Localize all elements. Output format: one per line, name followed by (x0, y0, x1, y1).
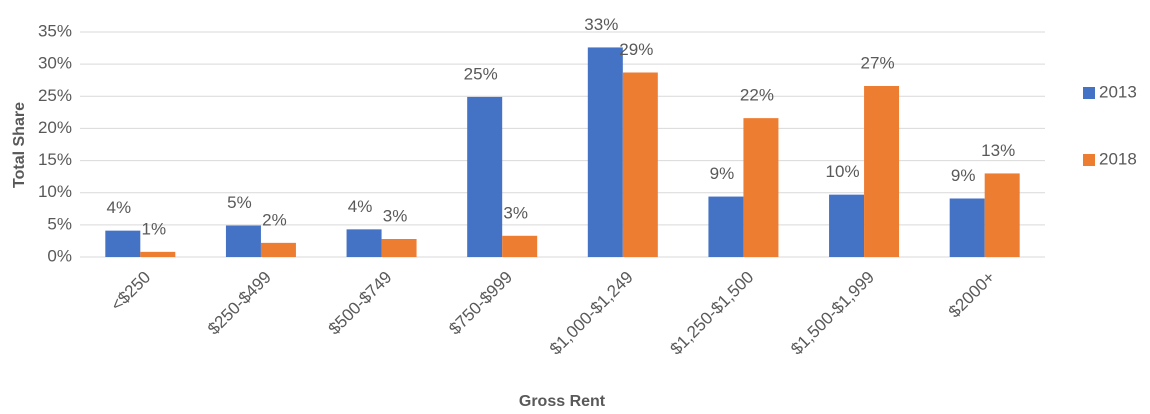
x-tick-label: $1,250-$1,500 (666, 268, 757, 359)
bar (381, 239, 417, 257)
bar (346, 229, 382, 257)
legend-swatch (1083, 154, 1095, 166)
data-label: 9% (951, 166, 976, 185)
data-label: 3% (383, 206, 408, 225)
bar (467, 96, 503, 257)
data-label: 2% (262, 210, 287, 229)
y-tick-label: 15% (38, 150, 72, 169)
x-axis-title: Gross Rent (519, 393, 606, 410)
y-tick-label: 30% (38, 54, 72, 73)
legend-swatch (1083, 87, 1095, 99)
legend-label: 2013 (1099, 82, 1137, 101)
bar (622, 72, 658, 257)
data-label: 27% (861, 53, 895, 72)
bar (949, 198, 985, 257)
x-tick-label: $1,000-$1,249 (546, 268, 637, 359)
bar (829, 194, 865, 257)
x-tick-label: $750-$999 (445, 268, 516, 339)
data-label: 10% (826, 162, 860, 181)
data-label: 22% (740, 86, 774, 105)
data-label: 13% (981, 141, 1015, 160)
y-tick-label: 5% (47, 214, 72, 233)
data-label: 3% (503, 203, 528, 222)
x-tick-label: <$250 (107, 268, 154, 315)
bar (864, 86, 900, 257)
data-label: 25% (464, 64, 498, 83)
bar (984, 173, 1020, 257)
bar (260, 242, 296, 257)
bar (708, 196, 744, 257)
bar (140, 251, 176, 257)
x-tick-label: $1,500-$1,999 (787, 268, 878, 359)
data-label: 5% (227, 193, 252, 212)
y-tick-label: 35% (38, 21, 72, 40)
y-axis-title: Total Share (11, 102, 28, 188)
bar (587, 47, 623, 257)
x-tick-label: $500-$749 (325, 268, 396, 339)
x-tick-label: $250-$499 (204, 268, 275, 339)
bar (225, 225, 261, 257)
y-tick-label: 0% (47, 246, 72, 265)
legend-label: 2018 (1099, 149, 1137, 168)
data-label: 29% (619, 40, 653, 59)
y-tick-label: 20% (38, 118, 72, 137)
x-tick-label: $2000+ (945, 268, 999, 322)
y-tick-label: 25% (38, 86, 72, 105)
bar (743, 118, 779, 258)
data-label: 1% (142, 219, 167, 238)
data-label: 33% (584, 15, 618, 34)
data-label: 4% (107, 198, 132, 217)
bar (502, 235, 538, 257)
bar (105, 230, 141, 257)
y-tick-label: 10% (38, 182, 72, 201)
data-label: 4% (348, 197, 373, 216)
data-label: 9% (710, 164, 735, 183)
